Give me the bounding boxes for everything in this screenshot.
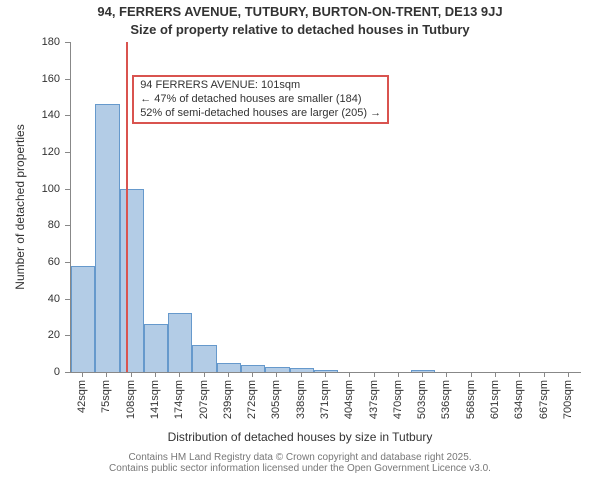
x-tick-mark: [471, 372, 472, 377]
x-tick-mark: [325, 372, 326, 377]
credits-line2: Contains public sector information licen…: [0, 463, 600, 474]
y-tick-label: 180: [0, 36, 60, 48]
y-tick-mark: [65, 299, 70, 300]
plot-area: 94 FERRERS AVENUE: 101sqm← 47% of detach…: [70, 42, 581, 373]
y-tick-mark: [65, 225, 70, 226]
x-tick-label: 667sqm: [538, 380, 550, 419]
x-tick-mark: [544, 372, 545, 377]
x-tick-label: 108sqm: [125, 380, 137, 419]
histogram-bar: [241, 365, 265, 372]
x-tick-label: 75sqm: [100, 380, 112, 413]
y-tick-mark: [65, 262, 70, 263]
x-axis-label: Distribution of detached houses by size …: [0, 430, 600, 444]
x-tick-mark: [568, 372, 569, 377]
x-tick-mark: [422, 372, 423, 377]
histogram-bar: [95, 104, 119, 372]
x-tick-label: 42sqm: [76, 380, 88, 413]
histogram-bar: [411, 370, 435, 372]
y-tick-label: 60: [0, 256, 60, 268]
y-tick-mark: [65, 335, 70, 336]
chart-title-line2: Size of property relative to detached ho…: [0, 22, 600, 37]
y-tick-label: 160: [0, 73, 60, 85]
y-tick-mark: [65, 189, 70, 190]
reference-line: [126, 42, 128, 372]
x-tick-label: 141sqm: [149, 380, 161, 419]
x-tick-label: 634sqm: [513, 380, 525, 419]
x-tick-mark: [155, 372, 156, 377]
x-tick-mark: [252, 372, 253, 377]
y-tick-label: 100: [0, 183, 60, 195]
x-tick-mark: [131, 372, 132, 377]
y-tick-mark: [65, 42, 70, 43]
histogram-bar: [71, 266, 95, 372]
x-tick-label: 239sqm: [222, 380, 234, 419]
x-tick-label: 470sqm: [392, 380, 404, 419]
chart-container: { "chart": { "type": "histogram", "title…: [0, 0, 600, 500]
x-tick-mark: [446, 372, 447, 377]
x-tick-mark: [106, 372, 107, 377]
credits-line1: Contains HM Land Registry data © Crown c…: [0, 452, 600, 463]
x-tick-mark: [374, 372, 375, 377]
y-tick-label: 80: [0, 219, 60, 231]
histogram-bar: [290, 368, 314, 372]
histogram-bar: [168, 313, 192, 372]
y-tick-mark: [65, 79, 70, 80]
x-tick-label: 338sqm: [295, 380, 307, 419]
histogram-bar: [192, 345, 216, 373]
y-tick-mark: [65, 152, 70, 153]
credits-block: Contains HM Land Registry data © Crown c…: [0, 452, 600, 474]
callout-line2: ← 47% of detached houses are smaller (18…: [140, 93, 381, 107]
x-tick-mark: [495, 372, 496, 377]
x-tick-label: 700sqm: [562, 380, 574, 419]
x-tick-mark: [82, 372, 83, 377]
histogram-bar: [144, 324, 168, 372]
x-tick-label: 404sqm: [343, 380, 355, 419]
x-tick-label: 568sqm: [465, 380, 477, 419]
histogram-bar: [120, 189, 144, 372]
callout-box: 94 FERRERS AVENUE: 101sqm← 47% of detach…: [132, 75, 389, 124]
y-tick-label: 40: [0, 293, 60, 305]
histogram-bar: [217, 363, 241, 372]
callout-line3: 52% of semi-detached houses are larger (…: [140, 107, 381, 121]
x-tick-label: 207sqm: [198, 380, 210, 419]
histogram-bar: [265, 367, 289, 373]
x-tick-label: 174sqm: [173, 380, 185, 419]
x-tick-label: 272sqm: [246, 380, 258, 419]
x-tick-mark: [349, 372, 350, 377]
y-tick-mark: [65, 372, 70, 373]
x-tick-mark: [519, 372, 520, 377]
x-tick-mark: [204, 372, 205, 377]
x-tick-label: 503sqm: [416, 380, 428, 419]
x-tick-mark: [276, 372, 277, 377]
callout-line1: 94 FERRERS AVENUE: 101sqm: [140, 79, 381, 93]
y-tick-label: 20: [0, 329, 60, 341]
y-tick-mark: [65, 115, 70, 116]
y-tick-label: 120: [0, 146, 60, 158]
x-tick-label: 305sqm: [270, 380, 282, 419]
x-tick-mark: [301, 372, 302, 377]
y-tick-label: 140: [0, 109, 60, 121]
x-tick-label: 371sqm: [319, 380, 331, 419]
y-axis-label: Number of detached properties: [13, 57, 27, 357]
x-tick-label: 437sqm: [368, 380, 380, 419]
x-tick-mark: [228, 372, 229, 377]
x-tick-mark: [398, 372, 399, 377]
x-tick-label: 601sqm: [489, 380, 501, 419]
x-tick-label: 536sqm: [440, 380, 452, 419]
chart-title-line1: 94, FERRERS AVENUE, TUTBURY, BURTON-ON-T…: [0, 4, 600, 19]
x-tick-mark: [179, 372, 180, 377]
y-tick-label: 0: [0, 366, 60, 378]
